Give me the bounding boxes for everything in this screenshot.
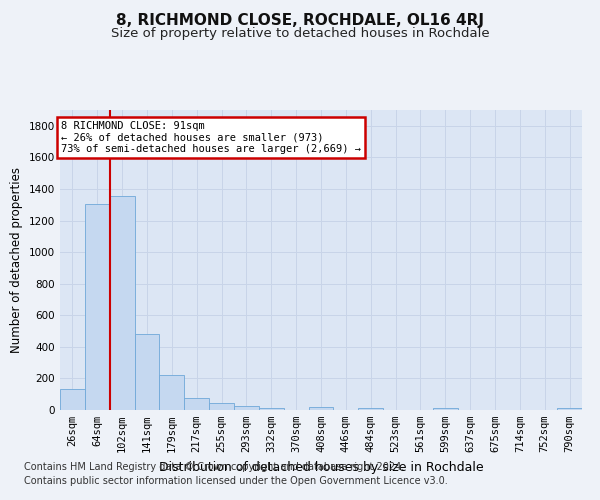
Text: Contains public sector information licensed under the Open Government Licence v3: Contains public sector information licen… [24,476,448,486]
Bar [234,406,259,410]
Bar [209,404,234,410]
Text: 8 RICHMOND CLOSE: 91sqm
← 26% of detached houses are smaller (973)
73% of semi-d: 8 RICHMOND CLOSE: 91sqm ← 26% of detache… [61,121,361,154]
Bar [184,398,209,410]
Bar [358,408,383,410]
Bar [60,390,85,410]
Text: Contains HM Land Registry data © Crown copyright and database right 2024.: Contains HM Land Registry data © Crown c… [24,462,404,472]
Text: Size of property relative to detached houses in Rochdale: Size of property relative to detached ho… [110,28,490,40]
Bar [259,408,284,410]
Bar [110,196,134,410]
Bar [557,408,582,410]
Bar [308,408,334,410]
Text: 8, RICHMOND CLOSE, ROCHDALE, OL16 4RJ: 8, RICHMOND CLOSE, ROCHDALE, OL16 4RJ [116,12,484,28]
Bar [85,204,110,410]
Bar [433,408,458,410]
Bar [134,334,160,410]
X-axis label: Distribution of detached houses by size in Rochdale: Distribution of detached houses by size … [158,460,484,473]
Y-axis label: Number of detached properties: Number of detached properties [10,167,23,353]
Bar [160,376,184,410]
